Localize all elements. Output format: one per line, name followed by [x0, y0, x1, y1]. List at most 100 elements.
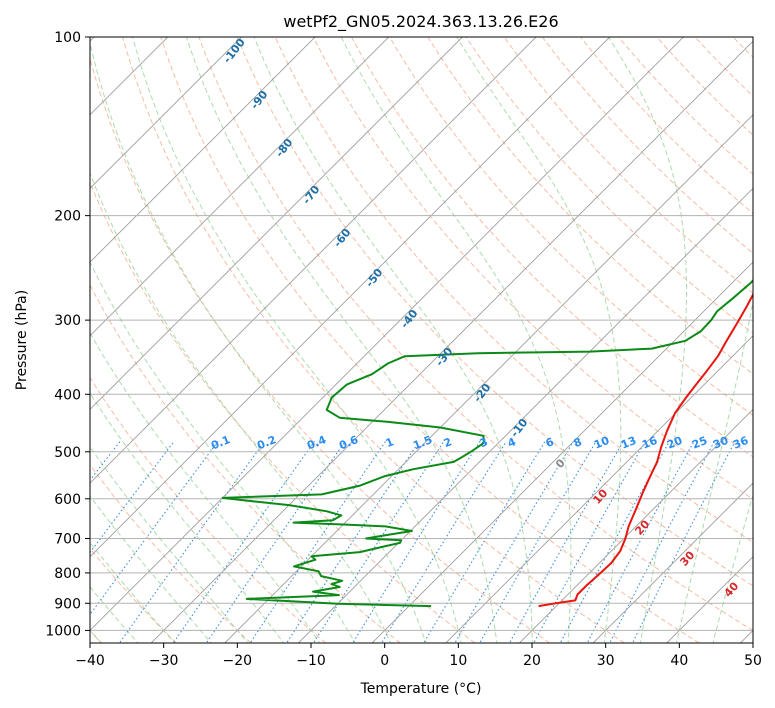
dry-adiabat-label: -50	[363, 266, 386, 290]
mixing-ratio-label: 1	[384, 435, 396, 450]
mixing-ratio-label: 13	[619, 434, 638, 452]
y-tick-label: 400	[54, 387, 81, 403]
x-tick-label: 40	[670, 653, 688, 669]
moist-adiabat-line	[185, 37, 498, 643]
x-tick-label: −40	[75, 653, 105, 669]
mixing-ratio-label: 1.5	[411, 433, 434, 452]
isotherm-line	[518, 408, 753, 643]
isotherm-line	[739, 629, 753, 643]
plot-frame	[89, 36, 754, 644]
isotherm-line	[445, 335, 753, 643]
chart-title: wetPf2_GN05.2024.363.13.26.E26	[283, 12, 558, 32]
sounding-profiles	[221, 278, 753, 608]
y-tick-label: 1000	[45, 623, 81, 639]
dry-adiabat-line	[351, 37, 753, 458]
mixing-ratio-label: 0.4	[305, 433, 328, 452]
dry-adiabat-line	[618, 37, 753, 175]
moist-adiabat-label: 40	[721, 579, 741, 599]
dry-adiabat-label: -60	[331, 226, 354, 250]
x-axis-ticks: −40 −30 −20 −10 0 10 20 30 40 50	[75, 643, 762, 669]
dry-adiabat-line	[503, 37, 753, 294]
mixing-ratio-label: 25	[690, 434, 709, 452]
mixing-ratio-label: 16	[640, 434, 659, 452]
mixing-ratio-label: 36	[731, 434, 750, 452]
grid-lines	[90, 37, 753, 631]
moist-adiabat-label: 10	[590, 486, 610, 506]
mixing-ratio-line	[631, 441, 736, 643]
dry-adiabat-line	[694, 37, 753, 97]
y-tick-label: 700	[54, 532, 81, 548]
mixing-ratio-label: 0.1	[209, 433, 232, 452]
dry-adiabat-label: -20	[471, 381, 494, 405]
x-tick-label: 0	[380, 653, 389, 669]
y-axis-label: Pressure (hPa)	[14, 290, 30, 390]
dry-adiabat-line	[236, 37, 753, 587]
dry-adiabat-line	[90, 463, 252, 643]
dry-adiabat-line	[465, 37, 753, 334]
dry-adiabat-label: -100	[221, 36, 248, 66]
isotherm-line	[90, 37, 464, 411]
isotherm-line	[90, 37, 243, 190]
dewpoint-profile-line	[221, 278, 753, 608]
dry-adiabat-line	[90, 56, 550, 643]
isotherm-line	[90, 37, 611, 558]
moist-adiabat-line	[90, 392, 285, 643]
mixing-ratio-line	[559, 441, 670, 643]
mixing-ratio-label: 0.6	[337, 433, 360, 452]
moist-adiabat-label: 20	[632, 517, 652, 537]
x-tick-label: −30	[149, 653, 179, 669]
mixing-ratio-line	[479, 441, 597, 643]
dry-adiabat-line	[90, 376, 326, 643]
x-tick-label: 30	[597, 653, 615, 669]
mixing-ratio-line	[249, 440, 387, 643]
dry-adiabat-line	[771, 37, 775, 643]
dry-adiabat-label: -70	[300, 183, 323, 207]
x-tick-label: 10	[449, 653, 467, 669]
y-tick-label: 900	[54, 596, 81, 612]
dry-adiabat-label: -30	[433, 345, 456, 369]
moist-adiabat-line	[90, 40, 427, 643]
x-tick-label: −10	[296, 653, 326, 669]
isotherm-line	[592, 482, 753, 643]
x-tick-label: −20	[223, 653, 253, 669]
moist-adiabat-line	[90, 445, 249, 643]
x-axis-label: Temperature (°C)	[360, 681, 482, 697]
mixing-ratio-line	[380, 441, 507, 643]
mixing-ratio-line	[286, 440, 420, 643]
y-tick-label: 100	[54, 30, 81, 46]
dry-adiabat-label: -80	[273, 136, 296, 160]
isotherm-line	[90, 37, 390, 337]
dry-adiabat-label: -40	[398, 307, 421, 331]
isotherm-line	[224, 114, 753, 643]
mixing-ratio-label: 6	[544, 435, 556, 450]
moist-adiabat-line	[253, 37, 533, 643]
dry-adiabat-line	[312, 37, 753, 500]
moist-adiabat-line	[90, 495, 212, 643]
in-plot-labels: -100-90-80-70-60-50-40-30-20-100.1 0.2 0.4…	[209, 36, 750, 600]
mixing-ratio-line	[90, 440, 175, 554]
dry-adiabat-line	[427, 37, 753, 375]
x-tick-label: 20	[523, 653, 541, 669]
mixing-ratio-line	[172, 440, 315, 643]
isotherm-line	[371, 261, 753, 643]
mixing-ratio-line	[533, 441, 646, 643]
moist-adiabat-line	[90, 171, 392, 643]
isotherm-line	[90, 37, 685, 632]
temperature-profile-line	[538, 292, 753, 608]
mixing-ratio-line	[508, 441, 624, 643]
dry-adiabat-line	[198, 37, 753, 632]
mixing-ratio-line	[312, 440, 445, 643]
mixing-ratio-label: 10	[592, 434, 611, 452]
dry-adiabat-line	[90, 284, 401, 643]
y-axis-ticks: 100 200 300 400 500 600 700 800 900 1000	[45, 30, 90, 639]
y-tick-label: 600	[54, 492, 81, 508]
mixing-ratio-line	[609, 441, 715, 643]
x-tick-label: 50	[744, 653, 762, 669]
dry-adiabat-line	[122, 37, 625, 643]
y-tick-label: 800	[54, 566, 81, 582]
background-lines	[90, 37, 775, 643]
dry-adiabat-line	[160, 37, 700, 643]
mixing-ratio-label: 20	[665, 434, 684, 452]
mixing-ratio-line	[423, 441, 546, 643]
